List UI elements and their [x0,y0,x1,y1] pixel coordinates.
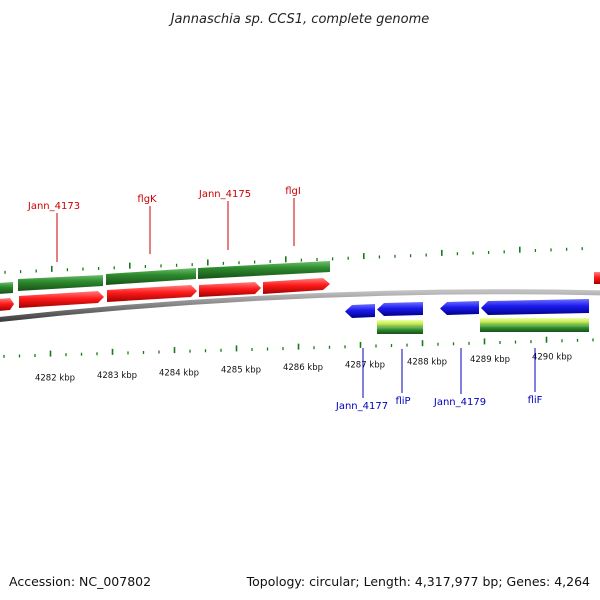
upper-scale-ticks [4,246,583,274]
feature-bar [480,318,589,325]
scale-label: 4283 kbp [97,371,137,381]
gene-label: Jann_4175 [198,189,251,200]
scale-label: 4286 kbp [283,363,323,373]
scale-labels: 4282 kbp 4283 kbp 4284 kbp 4285 kbp 4286 kbp… [35,352,572,383]
accession-label: Accession: NC_007802 [9,574,151,589]
cds-arrow [481,299,589,315]
gene-label: flgI [285,186,301,197]
gene-label: Jann_4173 [27,201,80,212]
lower-scale-ticks [3,336,594,358]
scale-label: 4290 kbp [532,352,572,362]
feature-bar [377,320,423,327]
scale-label: 4289 kbp [470,355,510,365]
forward-gene-track [0,261,330,294]
cds-arrow [263,278,330,294]
gene-label: Jann_4179 [433,397,486,408]
scale-label: 4285 kbp [221,366,261,376]
cds-arrow [107,285,197,302]
cds-arrow [0,298,14,311]
gene-label: flgK [137,194,157,205]
scale-label: 4287 kbp [345,360,385,370]
gene-bar [18,275,103,291]
gene-label: fliP [395,396,410,407]
cds-arrow [199,282,261,297]
gene-bar [0,282,13,294]
map-title: Jannaschia sp. CCS1, complete genome [168,12,430,27]
scale-label: 4282 kbp [35,374,75,384]
reverse-feature-track [377,318,589,334]
gene-bar [480,325,589,332]
cds-arrow [594,272,600,284]
genome-summary: Topology: circular; Length: 4,317,977 bp… [246,574,590,589]
gene-label: fliF [528,395,543,406]
cds-arrow [377,302,423,316]
scale-label: 4284 kbp [159,368,199,378]
gene-labels: Jann_4173 flgK Jann_4175 flgI Jann_4177 fliP J… [27,186,543,412]
gene-label: Jann_4177 [335,401,388,412]
gene-bar [106,268,196,285]
genome-backbone [0,289,600,322]
cds-arrow [19,291,104,308]
forward-cds-track [0,272,600,311]
cds-arrow [345,304,375,318]
gene-bar [377,327,423,334]
gene-bar [198,261,330,279]
cds-arrow [440,301,479,315]
scale-label: 4288 kbp [407,358,447,368]
reverse-cds-track [345,299,589,318]
